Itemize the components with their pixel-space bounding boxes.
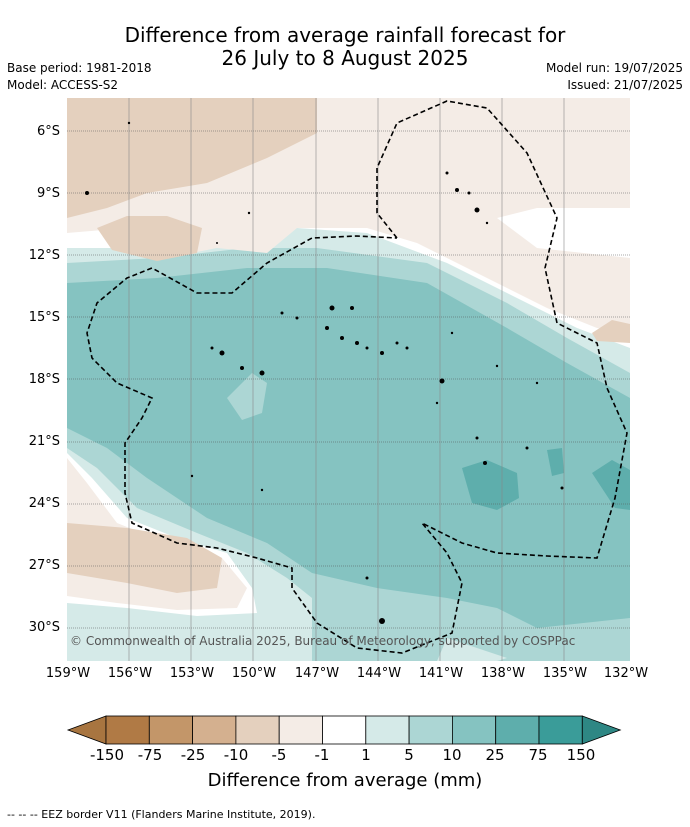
colorbar-cell: [235, 715, 280, 745]
lon-label: 135°W: [542, 666, 588, 681]
lat-label: 12°S: [28, 248, 60, 263]
lat-label: 18°S: [28, 372, 60, 387]
colorbar-tick: -10: [223, 746, 249, 764]
colorbar-tick: -25: [180, 746, 206, 764]
colorbar-cell: [148, 715, 194, 745]
map-title: Difference from average rainfall forecas…: [0, 24, 690, 70]
lon-label: 132°W: [603, 666, 649, 681]
zone-tan-north: [97, 216, 202, 261]
colorbar-cell: [192, 715, 237, 745]
colorbar-tick: 75: [528, 746, 548, 764]
colorbar-tick: 25: [485, 746, 505, 764]
lat-label: 9°S: [36, 186, 60, 201]
zone-dark-teal-east: [462, 460, 519, 510]
zone-very-light-teal-southeast: [437, 638, 507, 661]
colorbar-tick: -1: [314, 746, 330, 764]
colorbar-cell: [278, 715, 323, 745]
lon-label: 156°W: [107, 666, 153, 681]
colorbar-cell: [322, 715, 367, 745]
meta-right: Model run: 19/07/2025 Issued: 21/07/2025: [546, 60, 683, 94]
zone-tan-northwest: [67, 98, 317, 218]
colorbar-tick: 5: [404, 746, 414, 764]
lon-label: 147°W: [294, 666, 340, 681]
lon-label: 150°W: [231, 666, 277, 681]
lat-label: 24°S: [28, 496, 60, 511]
meta-left: Base period: 1981-2018 Model: ACCESS-S2: [7, 60, 152, 94]
zone-tan-southwest: [67, 523, 222, 593]
colorbar-cell: [408, 715, 453, 745]
zone-very-light-teal-south: [67, 618, 312, 661]
eez-legend-note: -- -- -- EEZ border V11 (Flanders Marine…: [7, 808, 316, 821]
colorbar-cell: [105, 715, 150, 745]
lon-label: 153°W: [169, 666, 215, 681]
lon-label: 159°W: [45, 666, 91, 681]
colorbar-arrow-high: [581, 715, 622, 745]
rainfall-map: [67, 98, 630, 661]
colorbar-cell: [538, 715, 583, 745]
colorbar-cell: [365, 715, 410, 745]
colorbar-cell: [451, 715, 497, 745]
zone-tan-east: [592, 320, 630, 343]
issued-date: Issued: 21/07/2025: [567, 78, 683, 92]
base-period: Base period: 1981-2018: [7, 61, 152, 75]
colorbar-tick: -150: [89, 746, 125, 764]
lat-label: 6°S: [36, 124, 60, 139]
lat-label: 27°S: [28, 558, 60, 573]
zone-dark-teal-small: [547, 448, 564, 476]
lon-label: 144°W: [356, 666, 402, 681]
colorbar-arrow-low: [66, 715, 107, 745]
zone-light-teal-south: [312, 573, 630, 661]
colorbar-tick: 1: [361, 746, 371, 764]
colorbar: [66, 715, 622, 745]
model-name: Model: ACCESS-S2: [7, 78, 119, 92]
model-run: Model run: 19/07/2025: [545, 61, 683, 75]
colorbar-label: Difference from average (mm): [207, 770, 483, 791]
colorbar-tick: -5: [271, 746, 287, 764]
lat-label: 21°S: [28, 434, 60, 449]
lon-label: 138°W: [480, 666, 526, 681]
eez-border-west: [86, 100, 628, 654]
title-line-2: 26 July to 8 August 2025: [221, 46, 469, 70]
islands: [85, 121, 564, 624]
lat-label: 30°S: [28, 620, 60, 635]
copyright-notice: © Commonwealth of Australia 2025, Bureau…: [70, 634, 576, 648]
lat-label: 15°S: [28, 310, 60, 325]
colorbar-cell: [495, 715, 540, 745]
zone-white-east: [497, 208, 630, 258]
colorbar-tick: -75: [137, 746, 163, 764]
colorbar-tick: 10: [442, 746, 462, 764]
zone-light-teal-island: [227, 373, 267, 420]
colorbar-tick: 150: [566, 746, 596, 764]
lon-label: 141°W: [418, 666, 464, 681]
title-line-1: Difference from average rainfall forecas…: [124, 23, 566, 47]
